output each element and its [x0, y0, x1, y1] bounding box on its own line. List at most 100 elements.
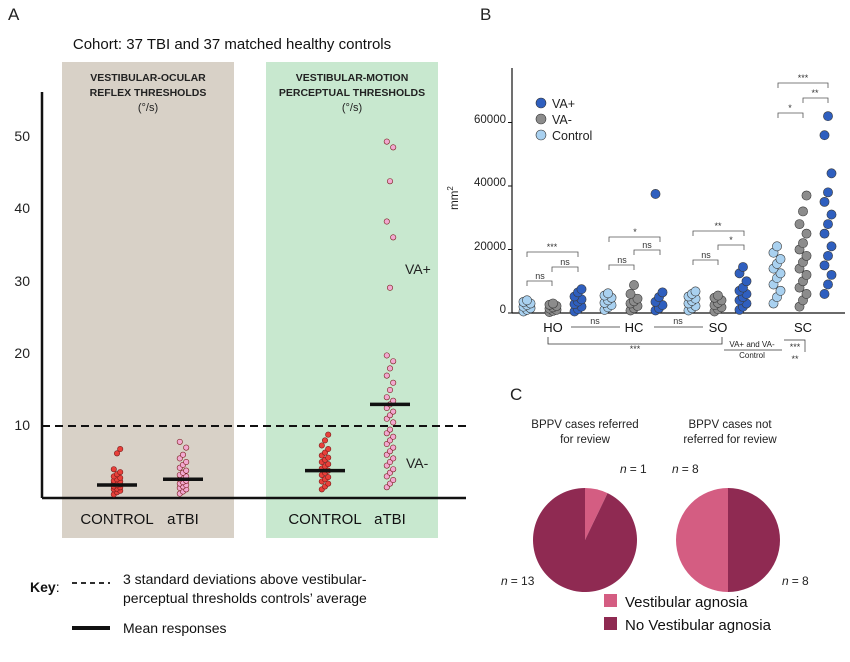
- va-plus-label: VA+: [405, 261, 431, 277]
- panel-a-data-point: [114, 450, 121, 457]
- panel-b-data-point: [801, 190, 812, 201]
- vor-band-title-2: REFLEX THRESHOLDS: [90, 87, 207, 99]
- panel-a-ytick-30: 30: [14, 273, 30, 289]
- panel-a-ytick-50: 50: [14, 128, 30, 144]
- so-outer-bracket: [692, 230, 745, 236]
- panel-a-data-point: [386, 284, 393, 291]
- panel-b-data-point: [819, 228, 830, 239]
- pie-left-n-top: n = 1: [620, 462, 647, 476]
- panel-a-data-point: [110, 466, 117, 473]
- panel-a-data-point: [390, 408, 397, 415]
- ho-left-bracket: [526, 280, 553, 286]
- pie-right-n-top: n = 8: [672, 462, 699, 476]
- panel-a-data-point: [176, 438, 183, 445]
- pie-slice: [728, 488, 780, 592]
- motion-threshold-band: [266, 62, 438, 538]
- panel-b-data-point: [823, 279, 833, 290]
- panel-b-data-point: [823, 187, 833, 198]
- so-comparisons: ** ns *: [692, 221, 745, 265]
- panel-b-data-point: [819, 196, 830, 207]
- sc-left-significance: *: [788, 103, 792, 113]
- pie-right-title-2: referred for review: [683, 434, 777, 446]
- panel-a-letter: A: [8, 5, 20, 24]
- panel-a-data-point: [183, 458, 190, 465]
- panel-b-data-point: [826, 209, 837, 220]
- panel-a-data-point: [390, 476, 397, 483]
- panel-c-letter: C: [510, 385, 522, 404]
- hc-outer-significance: *: [633, 227, 637, 237]
- panel-a-ytick-20: 20: [14, 345, 30, 361]
- pie-left-title-1: BPPV cases referred: [531, 419, 638, 431]
- legend-va-minus-label: VA-: [552, 113, 572, 127]
- panel-b-ytick-60000: 60000: [474, 114, 506, 126]
- panel-a-data-point: [390, 419, 397, 426]
- sc-right-bracket: [802, 97, 829, 103]
- panel-a-data-point: [383, 352, 390, 359]
- panel-b-data-point: [690, 286, 701, 297]
- panel-a-data-point: [386, 386, 393, 393]
- panel-a-data-point: [383, 372, 390, 379]
- key-mean-text: Mean responses: [123, 620, 227, 636]
- panel-a-data-point: [390, 358, 397, 365]
- sc-note-bracket: [784, 339, 806, 352]
- panel-a-data-point: [325, 474, 332, 481]
- ho-comparisons: *** ns ns: [526, 242, 579, 286]
- vor-band-title-1: VESTIBULAR-OCULAR: [90, 72, 206, 84]
- hc-comparisons: * ns ns: [608, 227, 661, 270]
- panel-a-ytick-10: 10: [14, 417, 30, 433]
- pie-right: [676, 488, 780, 592]
- panel-b-y-axis-label: mm2: [446, 186, 461, 210]
- hc-outer-bracket: [608, 236, 661, 242]
- ho-hc-significance: ns: [590, 316, 600, 326]
- sc-note-va-groups: VA+ and VA-: [729, 340, 775, 349]
- legend-no-va-swatch: [604, 617, 617, 630]
- sc-outer-significance: ***: [798, 73, 809, 83]
- panel-b-ytick-20000: 20000: [474, 241, 506, 253]
- sc-left-bracket: [777, 112, 804, 118]
- vor-threshold-band: [62, 62, 234, 538]
- motion-band-unit: (°/s): [342, 102, 362, 114]
- panel-a-data-point: [383, 394, 390, 401]
- panel-b-data-point: [801, 289, 812, 299]
- panel-a-ytick-40: 40: [14, 200, 30, 216]
- panel-b-legend: VA+ VA- Control: [535, 97, 592, 143]
- panel-a-data-point: [117, 446, 124, 453]
- panel-a-data-point: [390, 234, 397, 241]
- so-right-bracket: [717, 244, 745, 250]
- hc-left-bracket: [608, 264, 635, 270]
- panel-b-data-point: [823, 250, 833, 261]
- panel-a-data-point: [383, 138, 390, 145]
- motion-band-title-1: VESTIBULAR-MOTION: [296, 72, 409, 84]
- ho-outer-significance: ***: [547, 242, 558, 252]
- sc-note-significance-1: ***: [790, 342, 801, 352]
- panel-b-data-point: [801, 269, 812, 280]
- panel-b-xlabel-sc: SC: [794, 320, 812, 335]
- panel-c: C BPPV cases referred for review BPPV ca…: [501, 385, 809, 634]
- panel-b-data-point: [826, 241, 837, 252]
- pie-left-title-2: for review: [560, 434, 611, 446]
- panel-a-cohort-title: Cohort: 37 TBI and 37 matched healthy co…: [73, 36, 391, 53]
- so-outer-significance: **: [714, 221, 722, 231]
- ho-outer-bracket: [526, 251, 579, 257]
- legend-va-minus-marker: [535, 113, 547, 125]
- pie-slice: [585, 488, 608, 540]
- panel-a-data-point: [325, 446, 332, 453]
- panel-a-mean-markers: [97, 402, 410, 487]
- so-left-bracket: [692, 259, 719, 265]
- pie-left: [532, 488, 637, 593]
- legend-control-marker: [535, 129, 547, 141]
- va-minus-label: VA-: [406, 455, 429, 471]
- key-label: Key:: [30, 579, 60, 595]
- ho-right-significance: ns: [560, 257, 570, 267]
- panel-a: A Cohort: 37 TBI and 37 matched healthy …: [8, 5, 466, 636]
- panel-b-data-point: [576, 284, 587, 295]
- hc-left-significance: ns: [617, 255, 627, 265]
- panel-a-data-point: [325, 480, 332, 487]
- so-left-significance: ns: [701, 250, 711, 260]
- panel-a-data-point: [390, 444, 397, 451]
- panel-b-tick-marks: [508, 122, 512, 314]
- panel-b-xlabel-hc: HC: [625, 320, 644, 335]
- panel-b-data-point: [798, 238, 808, 249]
- legend-va-plus-label: VA+: [552, 97, 575, 111]
- vor-band-unit: (°/s): [138, 102, 158, 114]
